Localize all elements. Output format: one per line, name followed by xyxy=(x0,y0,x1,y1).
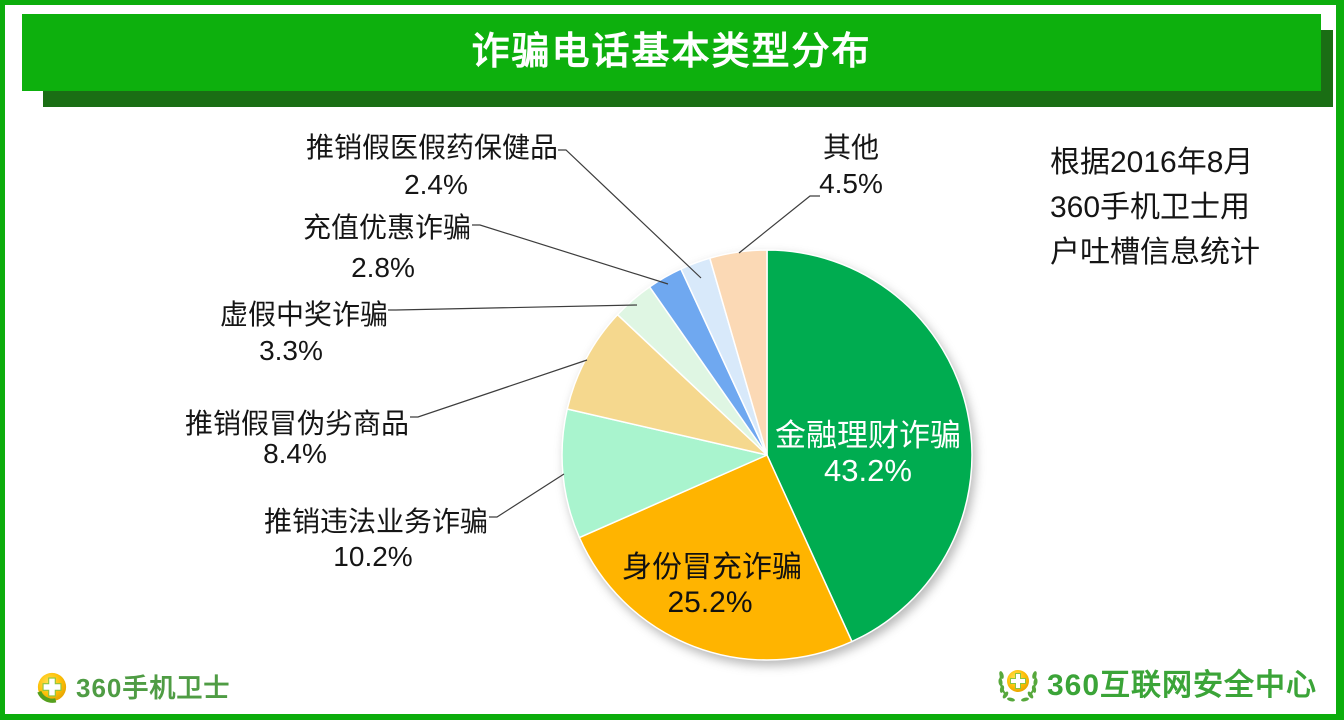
slice-label-pct: 4.5% xyxy=(819,168,883,199)
leader-line-slice-2 xyxy=(489,473,565,518)
title-banner xyxy=(22,14,1321,91)
slice-label-pct: 2.8% xyxy=(351,252,415,283)
slice-label-pct: 2.4% xyxy=(404,169,468,200)
slice-label-pct: 10.2% xyxy=(333,541,413,572)
360-internet-security-center-logo-icon xyxy=(998,670,1038,702)
leader-line-slice-6 xyxy=(558,149,702,279)
slice-label-pct: 43.2% xyxy=(824,453,912,488)
leader-line-slice-5 xyxy=(472,224,669,285)
slice-label-pct: 25.2% xyxy=(667,586,753,619)
slice-label-name: 推销违法业务诈骗 xyxy=(263,506,488,537)
page-title: 诈骗电话基本类型分布 xyxy=(471,31,872,73)
pie-slice-7 xyxy=(709,249,768,456)
pie-slice-0 xyxy=(766,249,973,643)
frame-top-border xyxy=(0,0,1344,5)
pie-slice-3 xyxy=(566,313,768,456)
source-note-line: 根据2016年8月 xyxy=(1050,146,1254,179)
slice-label-name: 推销假医假药保健品 xyxy=(305,132,558,163)
slice-label-name: 充值优惠诈骗 xyxy=(302,212,471,243)
slice-label-name: 身份冒充诈骗 xyxy=(622,551,802,584)
leader-line-slice-3 xyxy=(410,359,588,418)
source-note-line: 户吐槽信息统计 xyxy=(1050,236,1260,269)
pie-slice-1 xyxy=(578,454,853,661)
pie-slices xyxy=(561,249,973,661)
slice-label-name: 其他 xyxy=(822,132,879,163)
footer-right-label: 360互联网安全中心 xyxy=(1047,669,1318,702)
slice-label-pct: 3.3% xyxy=(259,335,323,366)
frame-left-border xyxy=(0,0,5,720)
slice-label-pct: 8.4% xyxy=(263,438,327,469)
slice-label-name: 虚假中奖诈骗 xyxy=(219,299,388,330)
footer-brand-left: 360手机卫士 xyxy=(36,668,230,705)
footer-brand-right: 360互联网安全中心 xyxy=(995,660,1317,704)
360-mobile-safe-logo-icon xyxy=(37,672,67,703)
source-note: 根据2016年8月 360手机卫士用 户吐槽信息统计 xyxy=(1050,140,1260,275)
leader-lines xyxy=(388,149,820,518)
slice-label-name: 推销假冒伪劣商品 xyxy=(184,408,409,439)
leader-line-slice-7 xyxy=(738,195,820,254)
source-note-line: 360手机卫士用 xyxy=(1050,191,1251,224)
footer-left-label: 360手机卫士 xyxy=(76,673,231,703)
frame-bottom-border xyxy=(0,714,1344,720)
frame-right-border xyxy=(1336,0,1344,720)
slice-label-name: 金融理财诈骗 xyxy=(775,418,961,453)
leader-line-slice-4 xyxy=(388,304,638,311)
